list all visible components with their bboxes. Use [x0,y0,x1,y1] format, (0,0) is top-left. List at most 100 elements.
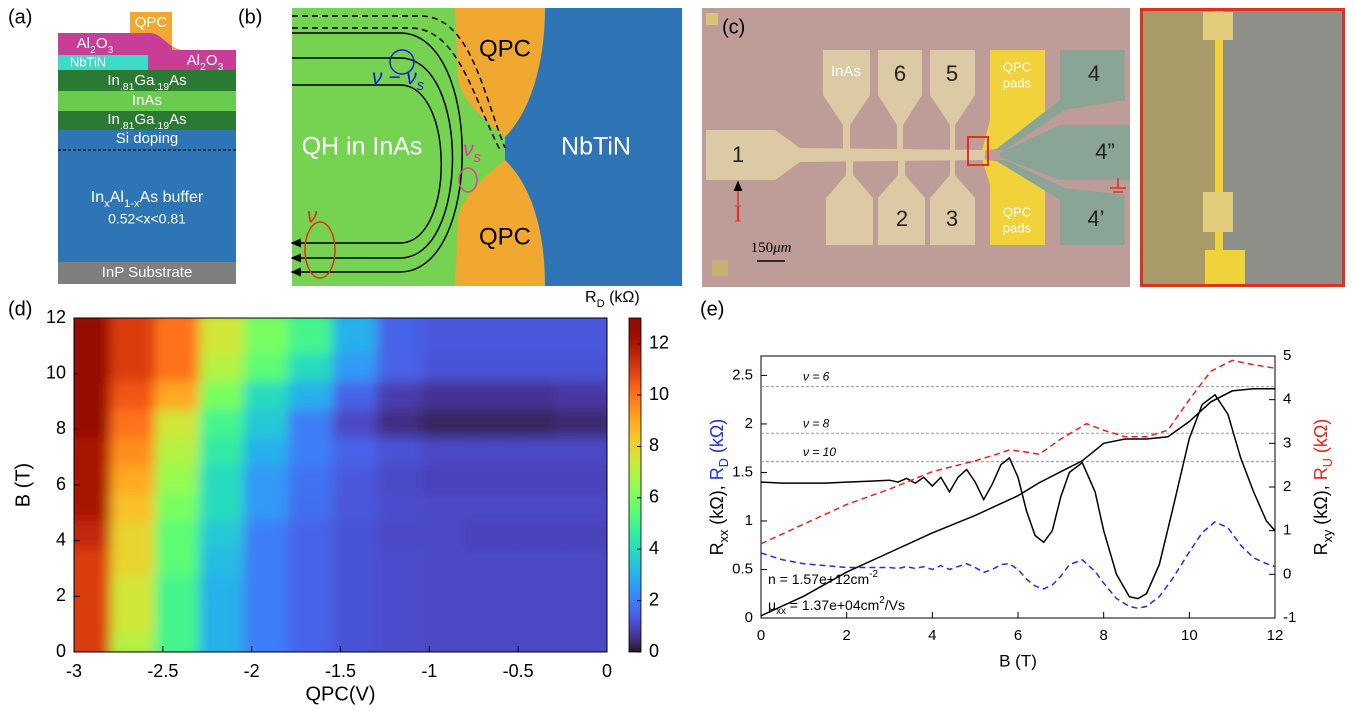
colorbar-label: RD (kΩ) [585,289,640,310]
text-part: R [707,467,727,480]
y-axis-label: Rxx (kΩ), RD (kΩ) [707,419,732,556]
x-tick-label: 0 [757,627,765,644]
y-tick-label: 1 [745,512,753,529]
text-part: (kΩ) [1311,419,1331,458]
layer-label: InAs [132,92,162,109]
text-part: xx [776,606,786,617]
text-part: .19 [155,81,170,93]
x-tick-label: 12 [1267,627,1284,644]
pad-label: 5 [946,61,958,86]
text-part: R [707,542,727,555]
text-part: (kΩ) [605,289,640,306]
text-part: (kΩ) [707,419,727,458]
region-label: NbTiN [561,133,631,161]
pad-label: 3 [946,206,958,231]
text-part: 150 [751,240,774,256]
pad-label: QPC [1003,59,1031,74]
annotation: n = 1.57e+12cm-2 [768,569,878,587]
x-tick-label: -0.5 [503,661,534,681]
text-part: R [1311,542,1331,555]
colorbar-tick-label: 4 [649,538,659,558]
text-part: /Vs [885,597,905,613]
x-tick-label: -3 [66,661,82,681]
marker-square [706,13,718,25]
text-part: R [585,289,597,306]
panel-label: (d) [8,298,32,320]
x-tick-label: 2 [842,627,850,644]
text-part: As buffer [139,189,203,206]
reference-label: ν = 8 [803,416,830,430]
text-part: 3 [108,44,114,56]
pad-label: pads [1003,220,1032,235]
text-part: In [91,189,104,206]
x-tick-label: -1.5 [325,661,356,681]
y-tick-label: 6 [56,474,66,494]
text-part: Al [187,52,200,69]
panel-b: (b) QPC QPC QH in InAs NbTiN ν − νs νs ν [238,6,682,286]
inset-pad [1203,12,1233,40]
inset-background [1222,8,1345,287]
region-label: QPC [479,223,531,250]
layer-label: Si doping [116,130,179,147]
text-part: (kΩ), [1311,480,1331,529]
colorbar-tick-label: 10 [649,384,669,404]
x-tick-label: -2 [244,661,260,681]
annotation: μxx = 1.37e+04cm2/Vs [768,595,905,617]
text-part: O [206,52,218,69]
text-part: In [107,111,120,128]
text-part: n = 1.57e+12cm [768,571,869,587]
panel-label: (c) [722,16,745,38]
layer-label: QPC [135,14,168,31]
text-part: Al [110,189,124,206]
pad-label: QPC [1003,204,1031,219]
y2-tick-label: 5 [1283,347,1291,364]
text-part: 1-x [124,198,140,210]
text-part: Al [77,35,90,52]
region-label: QPC [479,35,531,62]
text-part: ν [463,138,474,161]
marker-square [712,260,728,276]
text-part: = 1.37e+04cm [786,597,879,613]
text-part: xx [717,529,731,542]
y-tick-label: 2 [745,415,753,432]
y-tick-label: 1.5 [732,463,753,480]
colorbar [629,318,641,652]
text-part: xy [1321,529,1335,542]
figure: (a) QPC Al2O3 Al2O3 NbTiN In.81Ga.19As I… [0,0,1354,711]
colorbar-tick-label: 8 [649,435,659,455]
panel-label: (b) [238,6,262,28]
region-label: QH in InAs [302,133,423,161]
colorbar-tick-label: 0 [649,641,659,661]
y2-tick-label: 2 [1283,478,1291,495]
text-part: Ga [134,72,155,89]
pad-label: 4’ [1087,206,1104,231]
x-axis-label: QPC(V) [306,683,376,705]
panel-label: (a) [8,6,32,28]
text-part: R [1311,467,1331,480]
y2-tick-label: 0 [1283,565,1291,582]
y-tick-label: 2 [56,585,66,605]
text-part: μ [768,597,776,613]
y2-axis-label: Rxy (kΩ), RU (kΩ) [1311,419,1336,556]
x-tick-label: 6 [1014,627,1022,644]
x-axis-label: B (T) [999,651,1037,670]
text-part: In [107,72,120,89]
y-tick-label: 12 [46,307,66,327]
y-tick-label: 10 [46,362,66,382]
colorbar-tick-label: 2 [649,589,659,609]
inset-pad [1203,192,1233,232]
text-part: ν − ν [372,66,417,89]
text-part: D [717,458,731,467]
layer-label: InP Substrate [102,264,193,281]
y2-tick-label: 3 [1283,434,1291,451]
text-part: s [474,150,482,166]
x-tick-label: -2.5 [147,661,178,681]
text-part: As [169,72,187,89]
y2-tick-label: -1 [1283,609,1296,626]
inset-strip [1215,8,1223,287]
y-tick-label: 4 [56,529,66,549]
channel-label: ν [307,205,318,228]
y-tick-label: 8 [56,418,66,438]
colorbar-tick-label: 6 [649,487,659,507]
text-part: U [1321,458,1335,467]
